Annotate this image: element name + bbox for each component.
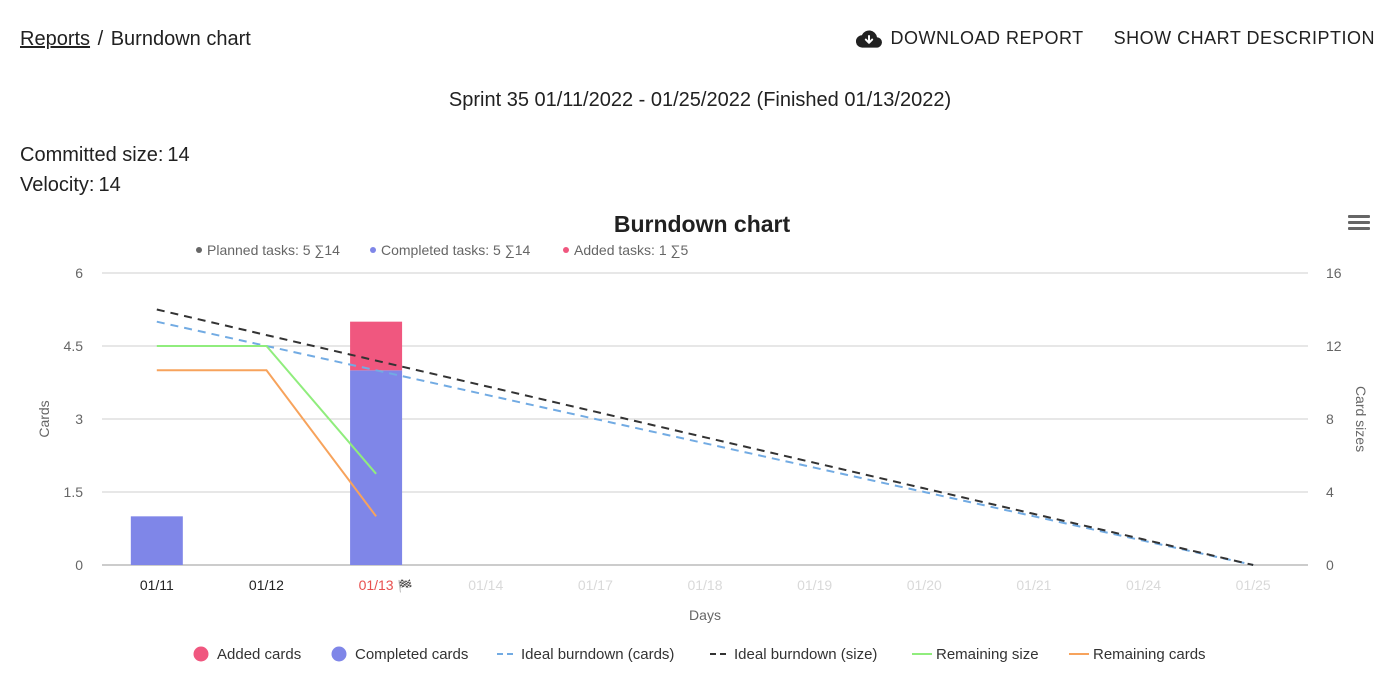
x-tick-label: 01/24 bbox=[1126, 577, 1161, 593]
line-ideal-burndown-size bbox=[156, 308, 1254, 566]
y-tick-label: 3 bbox=[75, 411, 83, 427]
legend-symbol bbox=[331, 646, 347, 662]
x-tick-label: 01/12 bbox=[249, 577, 284, 593]
legend-item: Remaining size bbox=[936, 646, 1039, 663]
velocity-value: 14 bbox=[98, 174, 121, 196]
x-tick-label: 01/19 bbox=[797, 577, 832, 593]
line-remaining-size bbox=[156, 345, 377, 475]
y-right-tick-label: 8 bbox=[1326, 411, 1334, 427]
y-tick-label: 1.5 bbox=[64, 484, 84, 500]
committed-size-row: Committed size: 14 bbox=[20, 140, 190, 170]
bar-completed-cards bbox=[350, 370, 403, 565]
x-tick-label: 01/20 bbox=[907, 577, 942, 593]
x-axis-title: Days bbox=[689, 607, 721, 623]
finish-flag-icon: 🏁 bbox=[398, 579, 413, 593]
committed-size-value: 14 bbox=[167, 144, 190, 166]
subtitle-dot bbox=[563, 247, 569, 253]
legend-item: Added cards bbox=[217, 646, 301, 663]
cloud-download-icon bbox=[856, 29, 883, 49]
x-tick-label: 01/21 bbox=[1016, 577, 1051, 593]
sprint-title: Sprint 35 01/11/2022 - 01/25/2022 (Finis… bbox=[448, 89, 952, 111]
y-right-tick-label: 0 bbox=[1326, 557, 1334, 573]
bar-completed-cards bbox=[130, 516, 183, 565]
breadcrumb-current: Burndown chart bbox=[110, 28, 251, 50]
x-tick-label: 01/13 bbox=[359, 577, 394, 593]
x-tick-label: 01/11 bbox=[140, 577, 174, 593]
chart-menu-icon[interactable] bbox=[1348, 212, 1370, 234]
legend-item: Ideal burndown (size) bbox=[734, 646, 877, 663]
burndown-chart: Burndown chart Planned tasks: 5 ∑14 Comple… bbox=[36, 211, 1369, 663]
x-tick-label: 01/17 bbox=[578, 577, 613, 593]
subtitle-dot bbox=[370, 247, 376, 253]
sprint-stats: Committed size: 14 Velocity: 14 bbox=[20, 140, 190, 200]
header-actions: DOWNLOAD REPORT SHOW CHART DESCRIPTION bbox=[856, 28, 1375, 49]
line-remaining-cards bbox=[156, 369, 377, 517]
y-tick-label: 0 bbox=[75, 557, 83, 573]
subtitle-item: Planned tasks: 5 ∑14 bbox=[207, 242, 340, 258]
velocity-label: Velocity: bbox=[20, 174, 95, 196]
legend-item: Ideal burndown (cards) bbox=[521, 646, 674, 663]
legend-item: Remaining cards bbox=[1093, 646, 1206, 663]
breadcrumb-reports-link[interactable]: Reports bbox=[20, 28, 91, 50]
chart-title: Burndown chart bbox=[614, 211, 791, 237]
y-right-tick-label: 4 bbox=[1326, 484, 1334, 500]
bar-added-cards bbox=[350, 321, 403, 371]
download-report-label: DOWNLOAD REPORT bbox=[890, 28, 1084, 48]
velocity-row: Velocity: 14 bbox=[20, 170, 190, 200]
legend-item: Completed cards bbox=[355, 646, 468, 663]
x-tick-label: 01/25 bbox=[1236, 577, 1271, 593]
x-tick-label: 01/14 bbox=[468, 577, 503, 593]
y-axis-title: Cards bbox=[36, 400, 52, 437]
legend-symbol bbox=[193, 646, 209, 662]
subtitle-dot bbox=[196, 247, 202, 253]
show-chart-description-label: SHOW CHART DESCRIPTION bbox=[1113, 28, 1375, 48]
subtitle-item: Completed tasks: 5 ∑14 bbox=[381, 242, 530, 258]
show-chart-description-button[interactable]: SHOW CHART DESCRIPTION bbox=[1114, 28, 1375, 49]
y-tick-label: 6 bbox=[75, 265, 83, 281]
line-ideal-burndown-cards bbox=[156, 320, 1254, 566]
y-right-axis-title: Card sizes bbox=[1353, 386, 1369, 452]
download-report-button[interactable]: DOWNLOAD REPORT bbox=[856, 28, 1083, 49]
y-tick-label: 4.5 bbox=[64, 338, 84, 354]
committed-size-label: Committed size: bbox=[20, 144, 164, 166]
y-right-tick-label: 16 bbox=[1326, 265, 1342, 281]
breadcrumb-separator: / bbox=[97, 28, 104, 50]
y-right-tick-label: 12 bbox=[1326, 338, 1342, 354]
subtitle-item: Added tasks: 1 ∑5 bbox=[574, 242, 688, 258]
breadcrumb: Reports / Burndown chart bbox=[20, 28, 251, 51]
x-tick-label: 01/18 bbox=[687, 577, 722, 593]
